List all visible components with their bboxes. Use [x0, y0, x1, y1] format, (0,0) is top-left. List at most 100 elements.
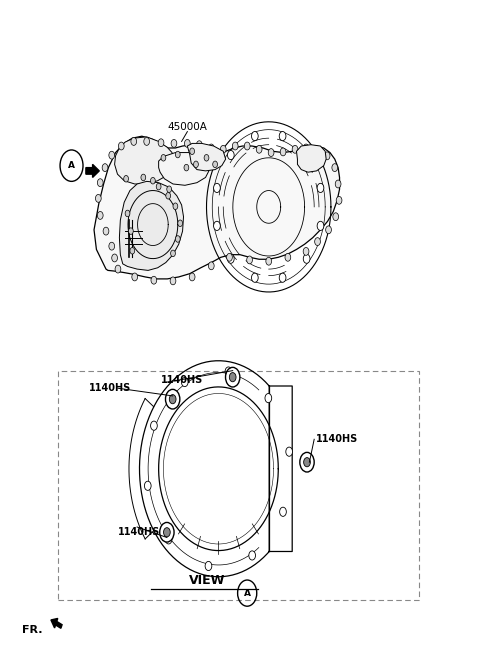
- Circle shape: [280, 148, 286, 156]
- Circle shape: [279, 273, 286, 282]
- Circle shape: [303, 247, 309, 255]
- Polygon shape: [187, 144, 226, 171]
- Circle shape: [151, 177, 156, 184]
- Circle shape: [252, 273, 258, 282]
- Circle shape: [208, 144, 214, 152]
- Circle shape: [279, 131, 286, 140]
- Text: 1140HS: 1140HS: [316, 434, 358, 444]
- Text: 45000A: 45000A: [168, 121, 207, 132]
- Circle shape: [129, 228, 133, 234]
- Circle shape: [228, 150, 234, 159]
- Circle shape: [166, 390, 180, 409]
- Circle shape: [317, 221, 324, 230]
- Circle shape: [213, 161, 217, 168]
- Text: 1140HS: 1140HS: [161, 375, 203, 385]
- Polygon shape: [115, 137, 173, 184]
- Circle shape: [119, 142, 124, 150]
- Circle shape: [214, 221, 220, 230]
- Circle shape: [193, 161, 198, 168]
- Circle shape: [102, 164, 108, 172]
- Circle shape: [170, 277, 176, 285]
- Circle shape: [97, 211, 103, 219]
- FancyArrow shape: [51, 619, 62, 628]
- Circle shape: [225, 367, 232, 376]
- Circle shape: [266, 257, 272, 265]
- Circle shape: [131, 138, 137, 146]
- Circle shape: [227, 253, 232, 261]
- Circle shape: [144, 138, 150, 146]
- Circle shape: [190, 148, 194, 155]
- Circle shape: [132, 273, 138, 281]
- Circle shape: [249, 551, 255, 560]
- Circle shape: [125, 210, 130, 216]
- Circle shape: [303, 254, 310, 263]
- Polygon shape: [94, 136, 339, 279]
- Circle shape: [144, 482, 151, 491]
- Circle shape: [184, 140, 190, 148]
- Circle shape: [124, 175, 129, 182]
- Circle shape: [303, 150, 310, 159]
- Circle shape: [173, 203, 178, 209]
- Circle shape: [171, 140, 177, 148]
- Circle shape: [324, 152, 330, 160]
- Circle shape: [226, 367, 240, 387]
- Circle shape: [103, 227, 109, 235]
- Polygon shape: [120, 181, 183, 270]
- Circle shape: [170, 250, 175, 256]
- Circle shape: [247, 256, 252, 264]
- Circle shape: [228, 254, 234, 263]
- Text: FR.: FR.: [22, 625, 43, 636]
- Bar: [58, 371, 420, 600]
- Circle shape: [300, 453, 314, 472]
- Circle shape: [229, 373, 236, 382]
- Circle shape: [184, 165, 189, 171]
- Circle shape: [336, 196, 342, 204]
- Circle shape: [252, 131, 258, 140]
- Circle shape: [244, 142, 250, 150]
- Circle shape: [205, 562, 212, 571]
- Text: A: A: [68, 161, 75, 170]
- Circle shape: [164, 527, 170, 537]
- Circle shape: [204, 155, 209, 161]
- Circle shape: [181, 377, 188, 386]
- Circle shape: [96, 194, 101, 202]
- Circle shape: [115, 265, 121, 273]
- Circle shape: [268, 149, 274, 157]
- Circle shape: [156, 183, 161, 190]
- Circle shape: [160, 522, 174, 542]
- FancyArrow shape: [86, 165, 99, 177]
- Circle shape: [189, 273, 195, 281]
- Polygon shape: [297, 145, 326, 173]
- Circle shape: [292, 146, 298, 154]
- Circle shape: [151, 421, 157, 430]
- Circle shape: [332, 164, 337, 172]
- Circle shape: [335, 180, 341, 188]
- Circle shape: [304, 458, 311, 467]
- Circle shape: [286, 447, 292, 457]
- Circle shape: [325, 226, 331, 234]
- Circle shape: [112, 254, 118, 262]
- Circle shape: [196, 141, 202, 149]
- Circle shape: [109, 242, 115, 250]
- Circle shape: [285, 253, 291, 261]
- Circle shape: [220, 146, 226, 154]
- Circle shape: [315, 237, 321, 245]
- Circle shape: [166, 192, 170, 199]
- Circle shape: [169, 395, 176, 403]
- Circle shape: [167, 186, 171, 192]
- Circle shape: [141, 174, 146, 180]
- Circle shape: [109, 152, 115, 159]
- Polygon shape: [158, 153, 209, 185]
- Circle shape: [175, 152, 180, 158]
- Circle shape: [303, 144, 309, 152]
- Circle shape: [178, 220, 182, 226]
- Text: A: A: [244, 588, 251, 598]
- Circle shape: [161, 155, 166, 161]
- Circle shape: [130, 247, 135, 254]
- Circle shape: [280, 507, 287, 516]
- Circle shape: [256, 146, 262, 154]
- Circle shape: [232, 142, 238, 150]
- Circle shape: [208, 262, 214, 270]
- Circle shape: [151, 276, 157, 284]
- Text: VIEW: VIEW: [189, 573, 226, 586]
